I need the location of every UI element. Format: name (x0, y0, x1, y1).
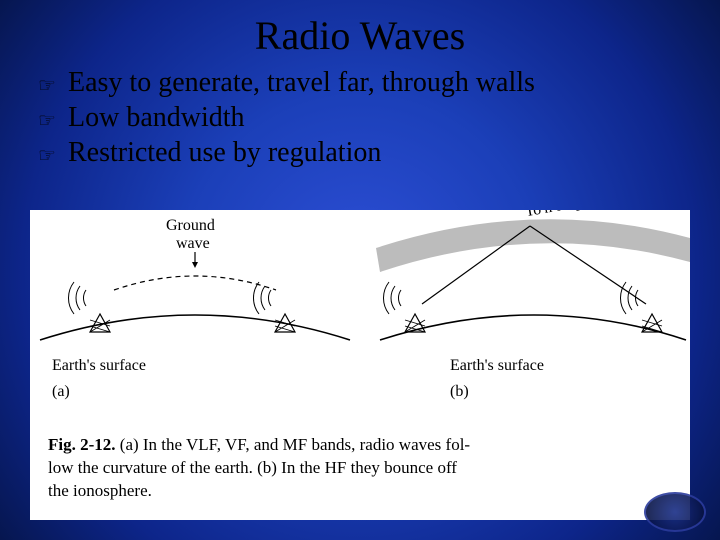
figure-caption-line3: the ionosphere. (48, 481, 152, 500)
figure-panel: Ground wave Earth's surface (a) Ion osp … (30, 210, 690, 520)
bullet-text: Restricted use by regulation (68, 135, 381, 170)
antenna-a2 (275, 314, 295, 332)
slide: Radio Waves ☞ Easy to generate, travel f… (0, 0, 720, 540)
ionosphere-band (376, 219, 690, 272)
slide-title: Radio Waves (0, 0, 720, 59)
ground-wave-label-1: Ground (166, 217, 215, 234)
radio-waves-a1 (68, 282, 86, 314)
ground-wave-label-2: wave (176, 235, 210, 252)
panel-b: Ion osp her e (376, 210, 690, 400)
bullet-icon: ☞ (38, 109, 68, 134)
earth-arc-a (40, 315, 350, 340)
ground-wave-arrowhead (192, 262, 198, 268)
sub-label-b: (b) (450, 383, 469, 400)
surface-label-a: Earth's surface (52, 357, 146, 374)
bullet-list: ☞ Easy to generate, travel far, through … (38, 65, 720, 170)
antenna-b1 (405, 314, 425, 332)
figure-caption-line1: Fig. 2-12. (a) In the VLF, VF, and MF ba… (48, 435, 470, 454)
bullet-icon: ☞ (38, 144, 68, 169)
decorative-oval-icon (644, 492, 706, 532)
figure-caption-line2: low the curvature of the earth. (b) In t… (48, 458, 457, 477)
radio-waves-b1 (383, 282, 401, 314)
bullet-text: Low bandwidth (68, 100, 245, 135)
bullet-item: ☞ Restricted use by regulation (38, 135, 720, 170)
radio-waves-b2 (620, 282, 638, 314)
caption-prefix: Fig. 2-12. (48, 435, 116, 454)
ground-wave-arc (114, 276, 276, 290)
panel-a: Ground wave Earth's surface (a) (40, 217, 350, 400)
radio-waves-a2 (253, 282, 271, 314)
bullet-icon: ☞ (38, 74, 68, 99)
svg-text:Ion osp: Ion osp her e (526, 210, 623, 220)
surface-label-b: Earth's surface (450, 357, 544, 374)
sub-label-a: (a) (52, 383, 70, 400)
antenna-b2 (642, 314, 662, 332)
figure-svg: Ground wave Earth's surface (a) Ion osp … (30, 210, 690, 520)
bullet-text: Easy to generate, travel far, through wa… (68, 65, 535, 100)
ionosphere-label: Ion osp her e (526, 210, 623, 220)
earth-arc-b (380, 315, 686, 340)
bullet-item: ☞ Easy to generate, travel far, through … (38, 65, 720, 100)
bullet-item: ☞ Low bandwidth (38, 100, 720, 135)
